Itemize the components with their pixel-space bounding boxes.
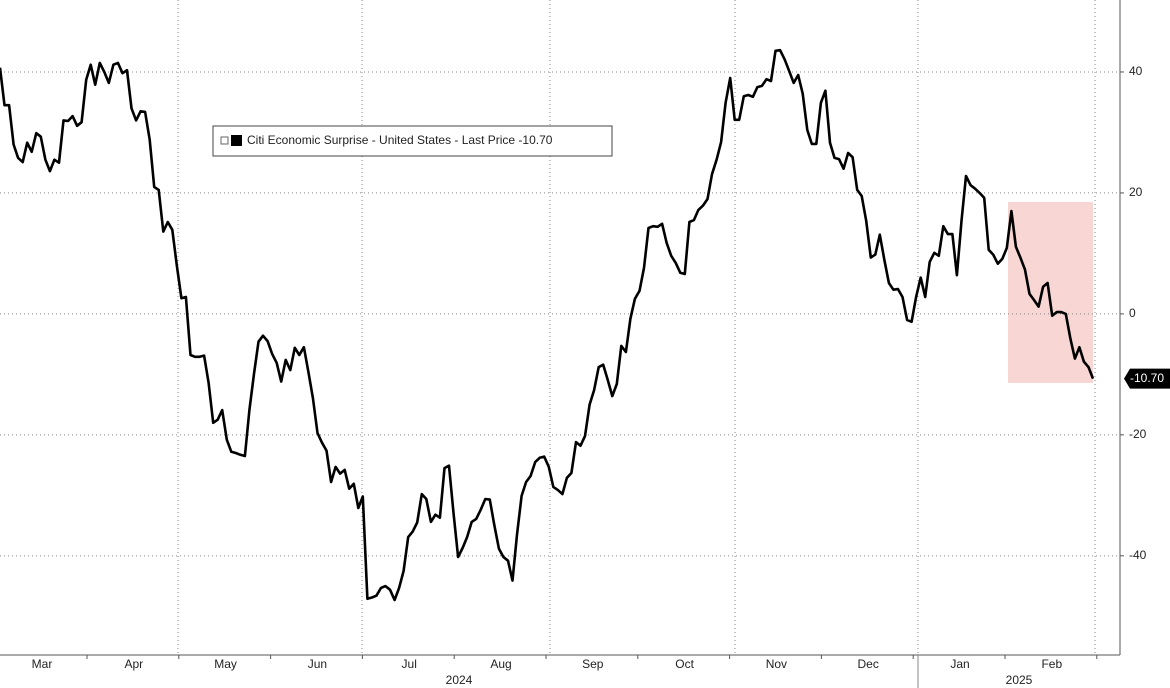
x-tick-label: Aug: [490, 657, 511, 671]
y-tick-label: 20: [1129, 185, 1143, 199]
legend-swatch: [231, 135, 242, 146]
line-series: [0, 48, 1095, 602]
x-tick-label: Jan: [950, 657, 969, 671]
y-tick-label: -40: [1129, 548, 1147, 562]
legend-box: [212, 125, 613, 157]
legend-label: Citi Economic Surprise - United States -…: [247, 133, 553, 147]
highlight-box: [1008, 202, 1093, 383]
last-price-tag: [1124, 368, 1170, 389]
x-tick-label: Jun: [308, 657, 327, 671]
x-tick-label: Apr: [124, 657, 143, 671]
year-label: 2024: [446, 673, 473, 687]
last-price-label: -10.70: [1130, 371, 1164, 385]
legend-toggle: [220, 136, 229, 145]
x-tick-label: Dec: [858, 657, 879, 671]
legend: Citi Economic Surprise - United States -…: [212, 125, 613, 157]
x-tick-label: Mar: [32, 657, 53, 671]
x-tick-label: Feb: [1041, 657, 1062, 671]
y-tick-label: 0: [1129, 306, 1136, 320]
x-tick-label: Jul: [402, 657, 417, 671]
y-tick-label: 40: [1129, 64, 1143, 78]
y-tick-label: -20: [1129, 427, 1147, 441]
x-tick-label: Oct: [675, 657, 694, 671]
year-label: 2025: [1006, 673, 1033, 687]
x-tick-label: Nov: [766, 657, 787, 671]
x-tick-label: Sep: [582, 657, 604, 671]
x-tick-label: May: [214, 657, 237, 671]
